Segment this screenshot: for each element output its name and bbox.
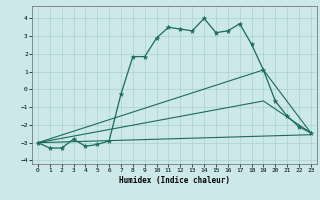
X-axis label: Humidex (Indice chaleur): Humidex (Indice chaleur) (119, 176, 230, 185)
